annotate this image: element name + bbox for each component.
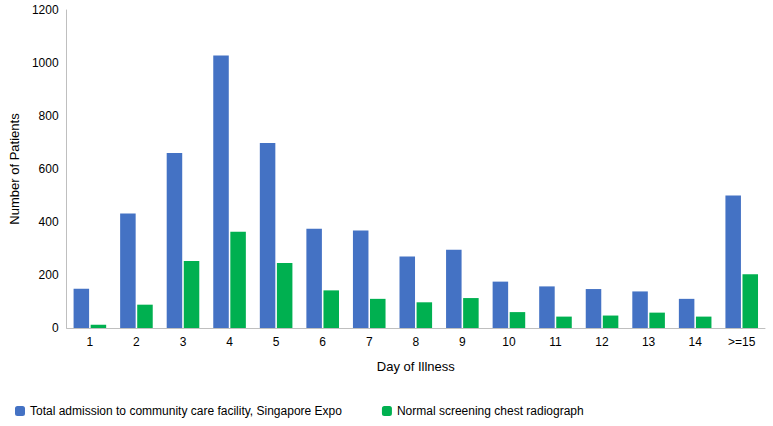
svg-text:9: 9 [459, 335, 466, 349]
svg-text:1: 1 [87, 335, 94, 349]
svg-text:11: 11 [549, 335, 562, 349]
svg-text:Day of Illness: Day of Illness [377, 359, 456, 374]
svg-text:0: 0 [52, 321, 59, 335]
svg-text:13: 13 [642, 335, 656, 349]
svg-text:14: 14 [688, 335, 702, 349]
svg-text:7: 7 [366, 335, 373, 349]
svg-text:8: 8 [412, 335, 419, 349]
svg-text:600: 600 [39, 162, 59, 176]
svg-text:>=15: >=15 [728, 335, 756, 349]
svg-text:200: 200 [39, 268, 59, 282]
svg-text:2: 2 [133, 335, 140, 349]
svg-text:Number of Patients: Number of Patients [7, 113, 22, 225]
svg-text:4: 4 [226, 335, 233, 349]
svg-text:5: 5 [273, 335, 280, 349]
svg-text:12: 12 [595, 335, 609, 349]
svg-text:Normal screening chest radiogr: Normal screening chest radiograph [397, 404, 584, 418]
svg-text:Total admission to community c: Total admission to community care facili… [30, 404, 342, 418]
svg-text:6: 6 [319, 335, 326, 349]
svg-text:1000: 1000 [32, 56, 59, 70]
svg-text:800: 800 [39, 109, 59, 123]
svg-text:400: 400 [39, 215, 59, 229]
svg-text:3: 3 [180, 335, 187, 349]
svg-text:1200: 1200 [32, 3, 59, 17]
svg-text:10: 10 [502, 335, 516, 349]
